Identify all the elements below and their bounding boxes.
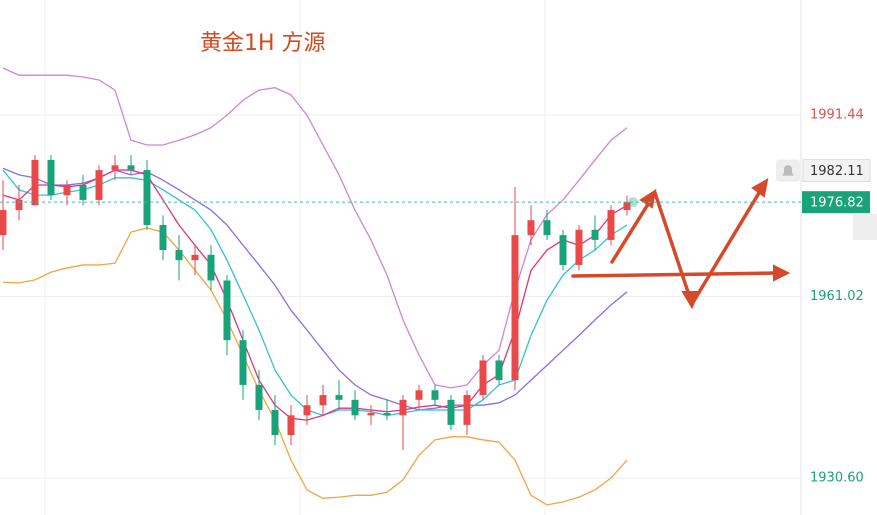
candle-body	[591, 229, 599, 240]
plot	[0, 67, 800, 506]
candle-body	[415, 390, 423, 400]
y-tick-label: 1961.02	[810, 289, 864, 304]
candle-body	[623, 202, 631, 211]
candle-body	[303, 405, 311, 416]
candle-body	[287, 415, 295, 436]
candle-body	[495, 360, 503, 381]
candle-body	[607, 210, 615, 240]
arrow-head	[773, 264, 791, 282]
candle-body	[271, 409, 279, 436]
candle-body	[207, 254, 215, 281]
candle-body	[95, 170, 103, 200]
marker-label: 1982.11	[810, 164, 864, 179]
candle-body	[543, 220, 551, 236]
candle-body	[255, 384, 263, 410]
candle-body	[47, 159, 55, 196]
candle-body	[335, 395, 343, 400]
candle-body	[463, 395, 471, 425]
zigzag-arrow	[610, 181, 767, 309]
arrow-head	[681, 291, 700, 310]
indicator-line	[2, 169, 628, 421]
indicator-line	[2, 169, 628, 417]
candle-body	[575, 229, 583, 265]
last-price-box	[802, 191, 870, 214]
candle-body	[31, 159, 39, 206]
candle-body	[559, 235, 567, 265]
last-price-label: 1976.82	[810, 196, 864, 211]
candle-body	[0, 210, 7, 236]
candle-body	[351, 399, 359, 416]
candle-body	[447, 399, 455, 425]
candle-body	[15, 199, 23, 211]
candle-body	[79, 184, 87, 200]
candle-body	[191, 254, 199, 261]
chart-title: 黄金1H 方源	[200, 31, 326, 56]
candle-body	[383, 412, 391, 416]
candle-body	[159, 224, 167, 251]
side-tab[interactable]	[853, 214, 877, 240]
y-tick-label: 1930.60	[810, 471, 864, 486]
candle-body	[143, 170, 151, 225]
candle-body	[63, 184, 71, 196]
indicator-line	[2, 67, 628, 389]
candle-body	[223, 280, 231, 341]
arrow-head	[751, 178, 769, 198]
candle-body	[431, 390, 439, 400]
candle-body	[319, 395, 327, 406]
candle-body	[399, 399, 407, 416]
candle-body	[527, 220, 535, 236]
candle-body	[367, 412, 375, 416]
y-tick-label: 1991.44	[810, 107, 864, 122]
candle-body	[511, 235, 519, 381]
indicator-line	[2, 227, 628, 506]
arrow-head	[639, 188, 657, 209]
candle-body	[479, 360, 487, 396]
candle-body	[127, 165, 135, 171]
candle-body	[175, 250, 183, 261]
marker-box	[802, 159, 871, 183]
horizontal-arrow	[571, 271, 782, 278]
candle-body	[239, 340, 247, 385]
bell-icon	[782, 165, 794, 176]
candle-body	[111, 165, 119, 171]
annotation-arrows	[571, 178, 791, 310]
